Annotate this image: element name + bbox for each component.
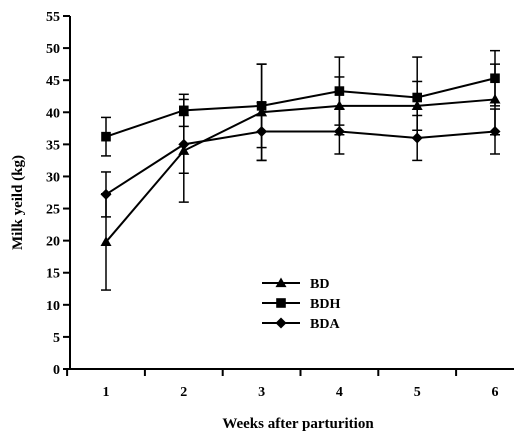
y-tick-label: 15 <box>46 267 60 282</box>
y-axis-ticks: 0 5 10 15 20 25 30 35 40 45 50 55 <box>46 10 70 378</box>
y-tick-label: 55 <box>46 10 60 25</box>
y-tick-label: 20 <box>46 235 60 250</box>
data-point-bda <box>256 126 268 138</box>
legend: BD BDH BDA <box>262 277 340 332</box>
data-point-bda <box>178 138 190 150</box>
legend-item-bda: BDA <box>262 317 340 332</box>
x-axis-ticks: 1 2 3 4 5 6 <box>66 369 499 400</box>
y-tick-label: 0 <box>53 363 60 378</box>
series-bda <box>100 101 501 218</box>
data-point-bda <box>411 132 423 144</box>
x-tick-label: 6 <box>492 385 499 400</box>
x-tick-label: 1 <box>103 385 110 400</box>
y-axis-title: Milk yeild (kg) <box>10 155 26 250</box>
x-tick-label: 5 <box>414 385 421 400</box>
legend-label-bd: BD <box>310 277 329 292</box>
y-tick-label: 5 <box>53 331 60 346</box>
legend-label-bdh: BDH <box>310 297 340 312</box>
y-tick-label: 45 <box>46 74 60 89</box>
series-line-bd <box>105 98 496 243</box>
data-point-bdh <box>101 131 111 142</box>
data-point-bda <box>333 126 345 138</box>
legend-marker-bdh <box>276 298 286 308</box>
data-point-bdh <box>334 86 345 96</box>
legend-item-bdh: BDH <box>262 297 340 312</box>
series-line-bda <box>105 130 496 196</box>
series-layer <box>100 49 501 291</box>
x-tick-label: 2 <box>180 385 187 400</box>
data-point-bdh <box>412 92 422 103</box>
legend-item-bd: BD <box>262 277 329 292</box>
y-tick-label: 35 <box>46 138 60 153</box>
x-axis-title: Weeks after parturition <box>222 416 374 432</box>
legend-marker-bda <box>275 317 287 329</box>
y-tick-label: 30 <box>46 170 60 185</box>
data-point-bd <box>100 236 112 247</box>
y-tick-label: 50 <box>46 42 60 57</box>
data-point-bda <box>489 126 501 138</box>
y-tick-label: 40 <box>46 106 60 121</box>
legend-label-bda: BDA <box>310 317 340 332</box>
data-point-bda <box>100 188 112 200</box>
axes <box>69 16 514 370</box>
y-tick-label: 10 <box>46 299 60 314</box>
data-point-bdh <box>179 105 189 116</box>
legend-marker-bd <box>275 277 287 288</box>
series-line-bdh <box>105 77 496 138</box>
data-point-bdh <box>490 73 500 84</box>
x-tick-label: 3 <box>258 385 265 400</box>
x-tick-label: 4 <box>336 385 343 400</box>
y-tick-label: 25 <box>46 203 60 218</box>
